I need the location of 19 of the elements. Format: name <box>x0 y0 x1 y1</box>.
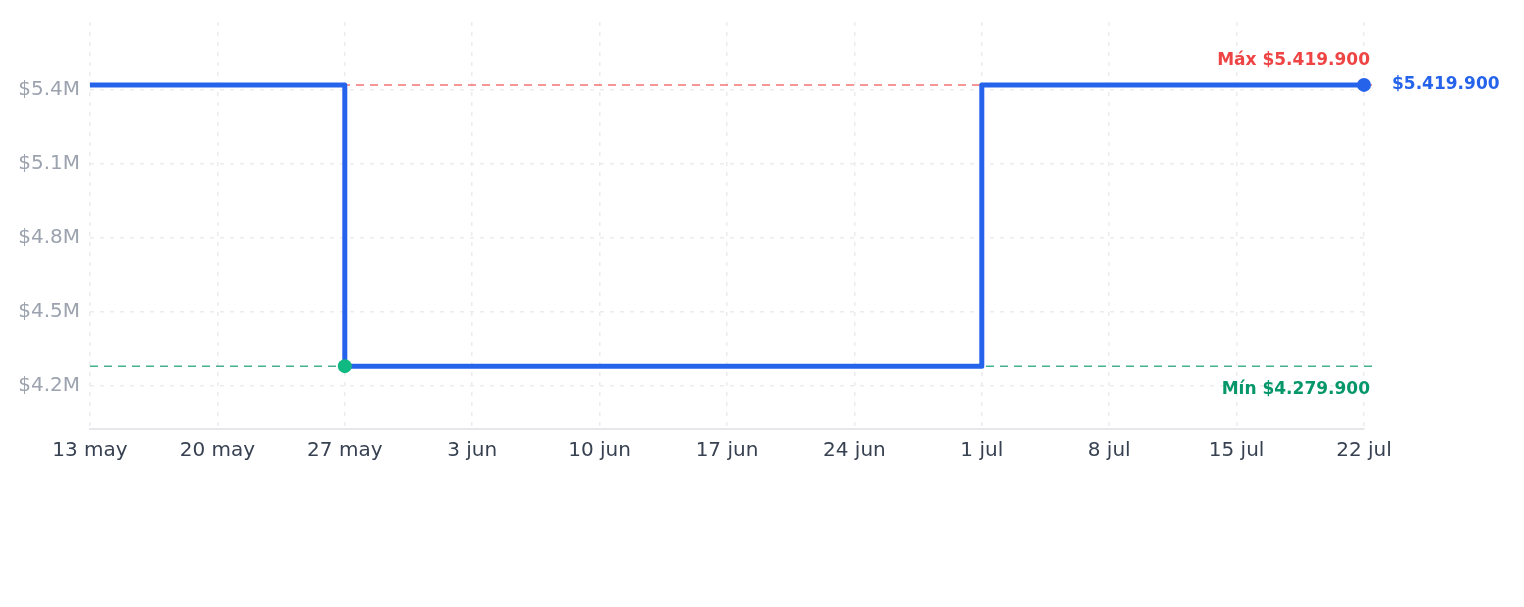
ref-line-label: Mín $4.279.900 <box>1221 377 1371 398</box>
x-tick-label: 22 jul <box>1336 437 1392 462</box>
ref-line-label: Máx $5.419.900 <box>1217 49 1371 70</box>
y-tick-label: $4.8M <box>18 224 80 249</box>
x-tick-label: 17 jun <box>695 437 759 462</box>
x-tick-label: 1 jul <box>960 437 1004 462</box>
x-tick-label: 8 jul <box>1087 437 1131 462</box>
x-tick-label: 15 jul <box>1208 437 1265 462</box>
y-tick-label: $4.2M <box>18 372 80 397</box>
y-tick-label: $5.1M <box>18 150 80 175</box>
y-tick-label: $5.4M <box>18 76 80 101</box>
x-tick-label: 27 may <box>307 437 383 462</box>
x-tick-label: 3 jun <box>447 437 498 462</box>
x-tick-label: 20 may <box>179 437 256 462</box>
y-tick-label: $4.5M <box>18 298 80 323</box>
x-tick-label: 13 may <box>52 437 128 462</box>
x-tick-label: 10 jun <box>568 437 631 462</box>
data-label: $5.419.900 <box>1392 73 1500 94</box>
x-tick-label: 24 jun <box>823 437 886 462</box>
